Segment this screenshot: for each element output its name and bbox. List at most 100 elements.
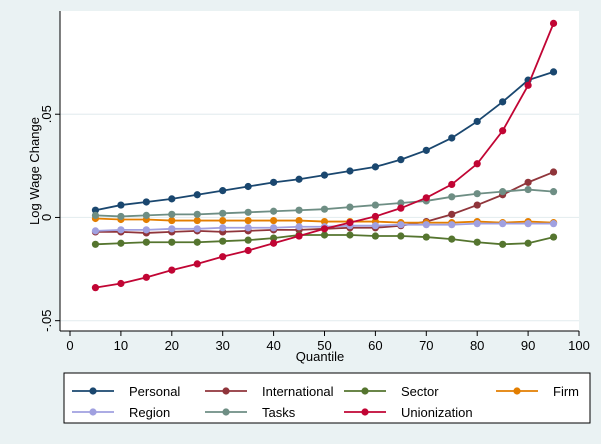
data-point [422,221,430,229]
x-axis-label: Quantile [296,349,344,364]
data-point [142,273,150,281]
data-point [168,225,176,233]
data-point [422,146,430,154]
data-point [346,167,354,175]
data-point [244,236,252,244]
plot-area [60,11,579,331]
data-point [473,201,481,209]
data-point [346,219,354,227]
data-point [473,160,481,168]
data-point [117,239,125,247]
legend-item-region: Region [72,405,170,420]
data-point [422,194,430,202]
data-point [499,98,507,106]
data-point [244,224,252,232]
series-lines [91,19,558,292]
data-point [142,198,150,206]
data-point [346,231,354,239]
x-tick-label: 90 [521,338,535,353]
x-tick-label: 60 [368,338,382,353]
x-tick-label: 20 [165,338,179,353]
data-point [473,220,481,228]
legend-item-international: International [205,384,334,399]
data-point [219,224,227,232]
data-point [448,210,456,218]
data-point [524,185,532,194]
legend-label: Sector [401,384,439,399]
legend-marker [222,408,230,416]
data-point [193,238,201,246]
data-point [524,239,532,247]
legend-marker [361,387,369,395]
series-tasks [91,185,558,221]
data-point [193,260,201,268]
data-point [371,212,379,221]
y-tick-label: 0 [39,214,54,221]
data-point [549,220,558,228]
x-tick-label: 70 [419,338,433,353]
data-point [117,226,125,234]
legend-item-sector: Sector [344,384,439,399]
data-point [448,193,456,201]
data-point [244,216,252,225]
legend-label: International [262,384,334,399]
legend-item-personal: Personal [72,384,180,399]
data-point [270,207,278,215]
legend-label: Firm [553,384,579,399]
data-point [499,240,507,248]
legend-label: Region [129,405,170,420]
data-point [168,210,176,218]
data-point [168,216,176,225]
data-point [244,208,252,216]
legend-box [63,372,591,424]
data-point [371,222,379,230]
legend-label: Personal [129,384,180,399]
data-point [193,210,201,218]
series-personal [91,68,558,214]
x-tick-label: 0 [66,338,73,353]
y-axis-label: Log Wage Change [27,117,42,225]
data-point [448,235,456,243]
data-point [91,206,100,214]
data-point [397,199,405,207]
data-point [320,171,329,179]
legend: Personal International Sector Firm Region Tas… [72,384,579,420]
data-point [270,234,278,242]
data-point [193,191,201,199]
y-axis-ticks: -.05 0 .05 [39,105,60,332]
data-point [549,68,558,76]
data-point [91,240,100,248]
data-point [142,211,150,219]
legend-label: Unionization [401,405,473,420]
data-point [371,232,379,240]
data-point [142,238,150,246]
legend-item-tasks: Tasks [205,405,296,420]
x-tick-label: 100 [568,338,590,353]
series-unionization [91,19,558,292]
data-point [193,225,201,233]
data-point [270,178,278,186]
data-point [448,180,456,189]
legend-item-unionization: Unionization [344,405,473,420]
data-point [320,231,329,239]
data-point [91,227,100,235]
data-point [499,220,507,228]
data-point [371,163,379,171]
data-point [397,156,405,164]
data-point [549,168,558,176]
data-point [142,226,150,234]
data-point [270,216,278,225]
data-point [549,19,558,27]
data-point [473,190,481,198]
legend-marker [513,387,521,395]
data-point [448,221,456,229]
data-point [320,205,329,213]
data-point [295,175,303,183]
data-point [397,221,405,229]
x-tick-label: 40 [266,338,280,353]
x-tick-label: 10 [114,338,128,353]
data-point [397,204,405,212]
data-point [549,233,558,241]
data-point [524,178,532,186]
